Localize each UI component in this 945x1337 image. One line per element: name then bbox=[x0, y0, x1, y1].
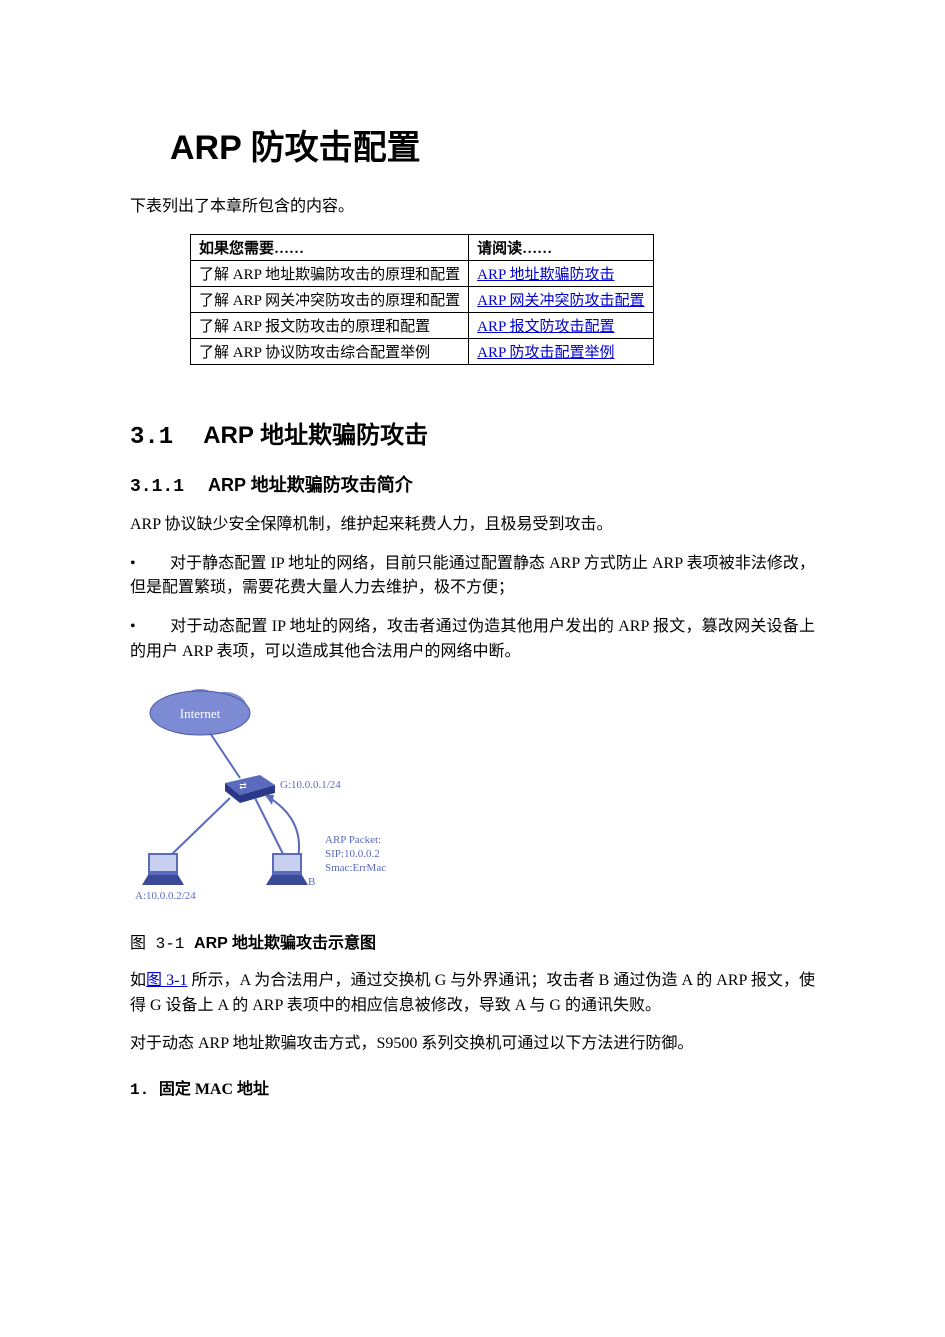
section-number: 3.1 bbox=[130, 424, 173, 451]
toc-link[interactable]: ARP 网关冲突防攻击配置 bbox=[477, 293, 644, 309]
packet-label-3: Smac:ErrMac bbox=[325, 862, 386, 874]
toc-read-cell: ARP 报文防攻击配置 bbox=[469, 312, 653, 338]
figure-title: ARP 地址欺骗攻击示意图 bbox=[194, 935, 376, 952]
heading-title: 固定 MAC 地址 bbox=[159, 1081, 269, 1098]
toc-need-cell: 了解 ARP 协议防攻击综合配置举例 bbox=[191, 338, 469, 364]
figure-number: 图 3-1 bbox=[130, 935, 194, 953]
internet-cloud-icon: Internet bbox=[150, 689, 250, 735]
bullet-text: 对于动态配置 IP 地址的网络，攻击者通过伪造其他用户发出的 ARP 报文，篡改… bbox=[130, 618, 815, 660]
text-run: 如 bbox=[130, 972, 146, 989]
toc-need-cell: 了解 ARP 地址欺骗防攻击的原理和配置 bbox=[191, 260, 469, 286]
figure-caption: 图 3-1 ARP 地址欺骗攻击示意图 bbox=[130, 929, 815, 953]
svg-text:⇄: ⇄ bbox=[239, 781, 247, 791]
toc-link[interactable]: ARP 地址欺骗防攻击 bbox=[477, 267, 614, 283]
toc-need-cell: 了解 ARP 网关冲突防攻击的原理和配置 bbox=[191, 286, 469, 312]
link-line bbox=[168, 798, 230, 858]
page-title: ARP 防攻击配置 bbox=[170, 120, 815, 169]
sub-heading: 1. 固定 MAC 地址 bbox=[130, 1075, 815, 1099]
toc-header-read: 请阅读…… bbox=[469, 234, 653, 260]
paragraph: 如图 3-1 所示，A 为合法用户，通过交换机 G 与外界通讯；攻击者 B 通过… bbox=[130, 969, 815, 1019]
bullet-marker: • bbox=[130, 615, 170, 640]
toc-header-row: 如果您需要…… 请阅读…… bbox=[191, 234, 654, 260]
paragraph: ARP 协议缺少安全保障机制，维护起来耗费人力，且极易受到攻击。 bbox=[130, 513, 815, 538]
document-page: ARP 防攻击配置 下表列出了本章所包含的内容。 如果您需要…… 请阅读…… 了… bbox=[0, 0, 945, 1159]
bullet-item: •对于动态配置 IP 地址的网络，攻击者通过伪造其他用户发出的 ARP 报文，篡… bbox=[130, 615, 815, 665]
toc-read-cell: ARP 地址欺骗防攻击 bbox=[469, 260, 653, 286]
toc-table: 如果您需要…… 请阅读…… 了解 ARP 地址欺骗防攻击的原理和配置 ARP 地… bbox=[190, 234, 654, 365]
link-line bbox=[210, 733, 240, 778]
toc-read-cell: ARP 防攻击配置举例 bbox=[469, 338, 653, 364]
bullet-text: 对于静态配置 IP 地址的网络，目前只能通过配置静态 ARP 方式防止 ARP … bbox=[130, 555, 815, 597]
subsection-number: 3.1.1 bbox=[130, 477, 184, 497]
arrowhead-icon bbox=[265, 795, 274, 805]
text-run: 所示，A 为合法用户，通过交换机 G 与外界通讯；攻击者 B 通过伪造 A 的 … bbox=[130, 972, 815, 1014]
host-a-label: A:10.0.0.2/24 bbox=[135, 890, 196, 902]
toc-row: 了解 ARP 地址欺骗防攻击的原理和配置 ARP 地址欺骗防攻击 bbox=[191, 260, 654, 286]
section-title: ARP 地址欺骗防攻击 bbox=[203, 422, 428, 449]
toc-need-cell: 了解 ARP 报文防攻击的原理和配置 bbox=[191, 312, 469, 338]
packet-label-2: SIP:10.0.0.2 bbox=[325, 848, 380, 860]
toc-row: 了解 ARP 网关冲突防攻击的原理和配置 ARP 网关冲突防攻击配置 bbox=[191, 286, 654, 312]
cloud-label: Internet bbox=[180, 706, 221, 721]
network-diagram: Internet ⇄ G:10.0.0.1/24 bbox=[130, 683, 815, 913]
packet-label-1: ARP Packet: bbox=[325, 834, 381, 846]
switch-icon: ⇄ bbox=[225, 775, 275, 803]
toc-link[interactable]: ARP 报文防攻击配置 bbox=[477, 319, 614, 335]
toc-row: 了解 ARP 报文防攻击的原理和配置 ARP 报文防攻击配置 bbox=[191, 312, 654, 338]
bullet-marker: • bbox=[130, 552, 170, 577]
subsection-title: ARP 地址欺骗防攻击简介 bbox=[208, 475, 413, 495]
pc-b-icon bbox=[266, 853, 308, 885]
host-b-label: B bbox=[308, 876, 315, 888]
section-heading: 3.1 ARP 地址欺骗防攻击 bbox=[130, 415, 815, 451]
toc-header-need: 如果您需要…… bbox=[191, 234, 469, 260]
diagram-svg: Internet ⇄ G:10.0.0.1/24 bbox=[130, 683, 430, 913]
toc-read-cell: ARP 网关冲突防攻击配置 bbox=[469, 286, 653, 312]
toc-row: 了解 ARP 协议防攻击综合配置举例 ARP 防攻击配置举例 bbox=[191, 338, 654, 364]
switch-label: G:10.0.0.1/24 bbox=[280, 779, 341, 791]
intro-text: 下表列出了本章所包含的内容。 bbox=[130, 195, 815, 220]
paragraph: 对于动态 ARP 地址欺骗攻击方式，S9500 系列交换机可通过以下方法进行防御… bbox=[130, 1032, 815, 1057]
figure-ref-link[interactable]: 图 3-1 bbox=[146, 972, 187, 989]
subsection-heading: 3.1.1 ARP 地址欺骗防攻击简介 bbox=[130, 471, 815, 497]
bullet-item: •对于静态配置 IP 地址的网络，目前只能通过配置静态 ARP 方式防止 ARP… bbox=[130, 552, 815, 602]
pc-a-icon bbox=[142, 853, 184, 885]
toc-link[interactable]: ARP 防攻击配置举例 bbox=[477, 345, 614, 361]
heading-number: 1. bbox=[130, 1081, 159, 1099]
